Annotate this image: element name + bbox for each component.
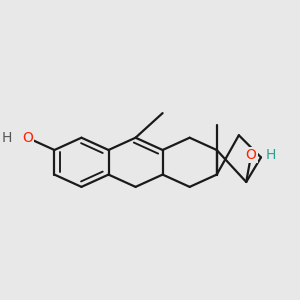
Text: O: O (22, 131, 33, 145)
Text: O: O (246, 148, 256, 162)
Text: H: H (266, 148, 277, 162)
Text: H: H (1, 131, 12, 145)
